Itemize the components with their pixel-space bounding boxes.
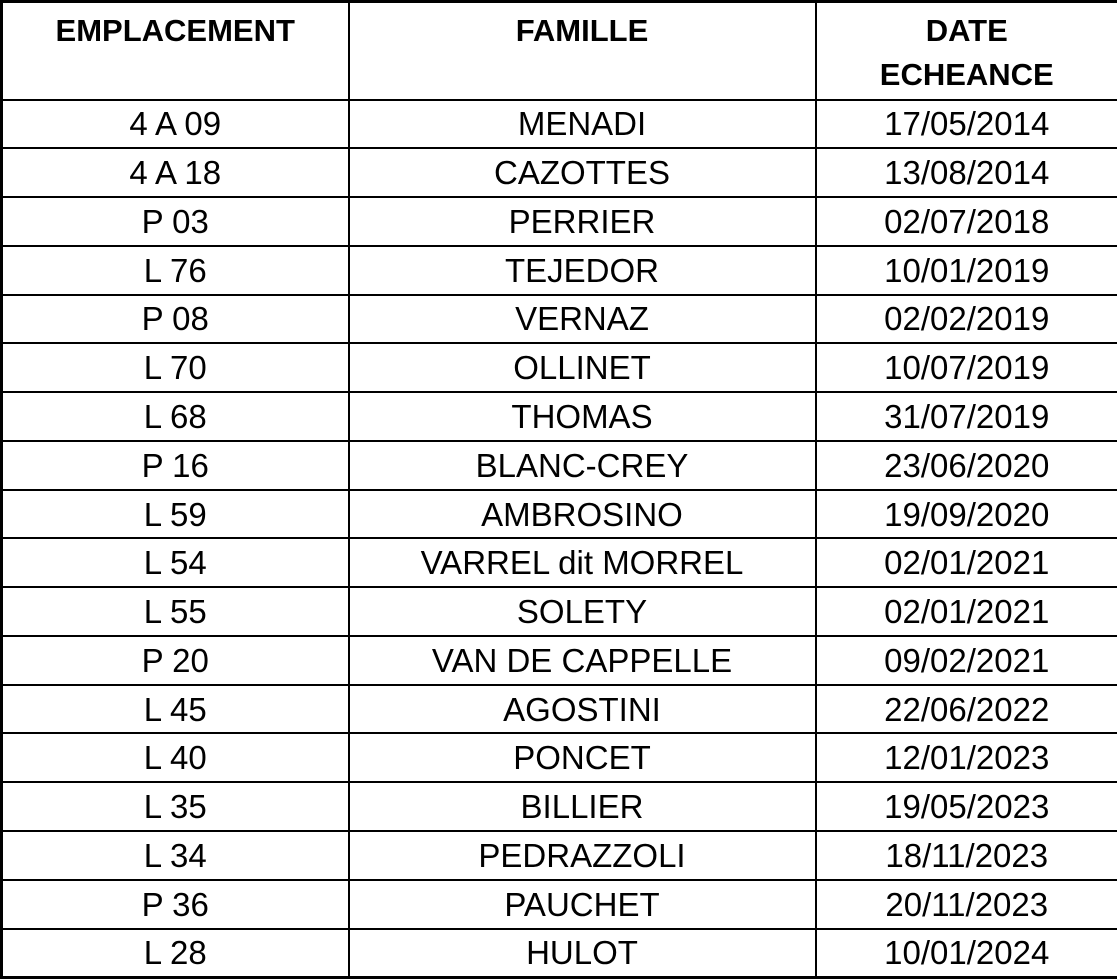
table-body: 4 A 09 MENADI 17/05/2014 4 A 18 CAZOTTES… <box>0 98 1117 979</box>
cell-date-echeance: 20/11/2023 <box>814 878 1117 930</box>
column-header-date-echeance: DATE ECHEANCE <box>814 0 1117 101</box>
header-row: EMPLACEMENT FAMILLE DATE ECHEANCE <box>0 0 1117 101</box>
cell-date-echeance: 12/01/2023 <box>814 732 1117 784</box>
table-row: L 76 TEJEDOR 10/01/2019 <box>0 244 1117 296</box>
cell-emplacement: L 76 <box>0 244 350 296</box>
cell-emplacement: L 34 <box>0 829 350 881</box>
cell-famille: PAUCHET <box>347 878 817 930</box>
cell-date-echeance: 02/01/2021 <box>814 537 1117 589</box>
cell-emplacement: L 55 <box>0 586 350 637</box>
cell-date-echeance: 19/09/2020 <box>814 488 1117 540</box>
cell-famille: VARREL dit MORREL <box>347 537 817 589</box>
cell-famille: AGOSTINI <box>347 683 817 735</box>
cell-famille: VERNAZ <box>347 293 817 345</box>
cell-emplacement: L 35 <box>0 781 350 832</box>
cell-date-echeance: 18/11/2023 <box>814 829 1117 881</box>
cell-emplacement: L 45 <box>0 683 350 735</box>
cell-emplacement: L 28 <box>0 927 350 979</box>
cell-famille: OLLINET <box>347 342 817 394</box>
cell-date-echeance: 10/07/2019 <box>814 342 1117 394</box>
cell-emplacement: 4 A 18 <box>0 147 350 199</box>
table-row: P 08 VERNAZ 02/02/2019 <box>0 293 1117 345</box>
table-row: 4 A 18 CAZOTTES 13/08/2014 <box>0 147 1117 199</box>
column-header-emplacement: EMPLACEMENT <box>0 0 350 101</box>
cell-emplacement: 4 A 09 <box>0 98 350 150</box>
table-row: L 35 BILLIER 19/05/2023 <box>0 781 1117 832</box>
cell-emplacement: L 68 <box>0 391 350 442</box>
cell-emplacement: L 40 <box>0 732 350 784</box>
cell-emplacement: P 16 <box>0 439 350 491</box>
cell-date-echeance: 02/01/2021 <box>814 586 1117 637</box>
cell-emplacement: L 70 <box>0 342 350 394</box>
cell-emplacement: L 54 <box>0 537 350 589</box>
cell-emplacement: P 08 <box>0 293 350 345</box>
cell-date-echeance: 17/05/2014 <box>814 98 1117 150</box>
cell-famille: MENADI <box>347 98 817 150</box>
cell-date-echeance: 13/08/2014 <box>814 147 1117 199</box>
cell-famille: SOLETY <box>347 586 817 637</box>
cell-date-echeance: 09/02/2021 <box>814 634 1117 686</box>
table-row: P 36 PAUCHET 20/11/2023 <box>0 878 1117 930</box>
cell-famille: BILLIER <box>347 781 817 832</box>
cell-emplacement: P 36 <box>0 878 350 930</box>
cell-famille: PEDRAZZOLI <box>347 829 817 881</box>
table-row: L 34 PEDRAZZOLI 18/11/2023 <box>0 829 1117 881</box>
cell-date-echeance: 10/01/2019 <box>814 244 1117 296</box>
table-row: P 16 BLANC-CREY 23/06/2020 <box>0 439 1117 491</box>
table-header: EMPLACEMENT FAMILLE DATE ECHEANCE <box>0 0 1117 101</box>
table-row: L 59 AMBROSINO 19/09/2020 <box>0 488 1117 540</box>
table-row: L 40 PONCET 12/01/2023 <box>0 732 1117 784</box>
cell-famille: HULOT <box>347 927 817 979</box>
table-row: P 03 PERRIER 02/07/2018 <box>0 196 1117 247</box>
cell-famille: AMBROSINO <box>347 488 817 540</box>
cell-emplacement: P 20 <box>0 634 350 686</box>
table-row: L 54 VARREL dit MORREL 02/01/2021 <box>0 537 1117 589</box>
table-row: L 68 THOMAS 31/07/2019 <box>0 391 1117 442</box>
cell-date-echeance: 19/05/2023 <box>814 781 1117 832</box>
cell-date-echeance: 23/06/2020 <box>814 439 1117 491</box>
cell-famille: VAN DE CAPPELLE <box>347 634 817 686</box>
column-header-famille: FAMILLE <box>347 0 817 101</box>
cell-famille: CAZOTTES <box>347 147 817 199</box>
table-row: L 55 SOLETY 02/01/2021 <box>0 586 1117 637</box>
cell-date-echeance: 10/01/2024 <box>814 927 1117 979</box>
cell-date-echeance: 02/02/2019 <box>814 293 1117 345</box>
cell-famille: TEJEDOR <box>347 244 817 296</box>
table-row: 4 A 09 MENADI 17/05/2014 <box>0 98 1117 150</box>
table-row: P 20 VAN DE CAPPELLE 09/02/2021 <box>0 634 1117 686</box>
table-row: L 28 HULOT 10/01/2024 <box>0 927 1117 979</box>
table-row: L 70 OLLINET 10/07/2019 <box>0 342 1117 394</box>
cell-famille: PONCET <box>347 732 817 784</box>
cell-date-echeance: 31/07/2019 <box>814 391 1117 442</box>
cell-emplacement: L 59 <box>0 488 350 540</box>
cell-famille: BLANC-CREY <box>347 439 817 491</box>
cell-emplacement: P 03 <box>0 196 350 247</box>
cell-famille: THOMAS <box>347 391 817 442</box>
cell-date-echeance: 02/07/2018 <box>814 196 1117 247</box>
cell-famille: PERRIER <box>347 196 817 247</box>
table-row: L 45 AGOSTINI 22/06/2022 <box>0 683 1117 735</box>
cell-date-echeance: 22/06/2022 <box>814 683 1117 735</box>
